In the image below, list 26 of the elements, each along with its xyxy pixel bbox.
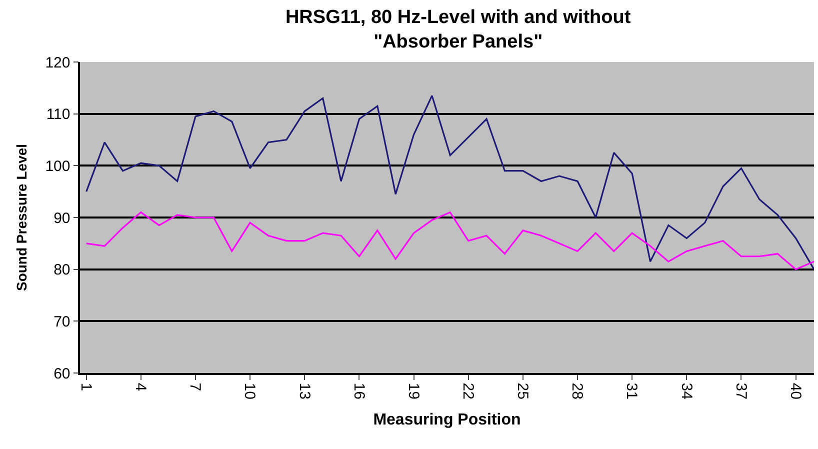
x-tick-label: 7 bbox=[186, 382, 204, 392]
line-series bbox=[86, 212, 814, 270]
x-tick-label: 22 bbox=[459, 382, 476, 400]
y-tick-label: 60 bbox=[54, 365, 70, 382]
x-tick-label: 4 bbox=[132, 382, 150, 392]
x-axis-title: Measuring Position bbox=[373, 412, 521, 429]
y-tick-label: 110 bbox=[46, 106, 70, 124]
x-tick-label: 19 bbox=[404, 382, 422, 400]
chart-title: HRSG11, 80 Hz-Level with and without "Absorber Panels" bbox=[285, 6, 632, 52]
x-tick-label: 34 bbox=[678, 382, 695, 400]
x-tick-label: 31 bbox=[623, 382, 640, 400]
y-tick-label: 120 bbox=[45, 54, 70, 72]
x-tick-label: 16 bbox=[350, 382, 368, 400]
x-tick-label: 28 bbox=[568, 382, 586, 400]
x-tick-label: 10 bbox=[241, 382, 258, 400]
x-tick-label: 40 bbox=[786, 382, 804, 400]
y-tick-label: 100 bbox=[45, 158, 70, 175]
y-axis-title: Sound Pressure Level bbox=[13, 144, 30, 292]
x-tick-label: 25 bbox=[514, 382, 532, 400]
y-tick-label: 80 bbox=[54, 262, 70, 279]
x-tick-label: 13 bbox=[296, 382, 313, 400]
x-tick-label: 1 bbox=[77, 382, 94, 392]
y-tick-label: 70 bbox=[54, 313, 70, 330]
y-tick-label: 90 bbox=[54, 210, 70, 227]
line-series bbox=[86, 94, 814, 270]
x-tick-label: 37 bbox=[732, 382, 750, 400]
